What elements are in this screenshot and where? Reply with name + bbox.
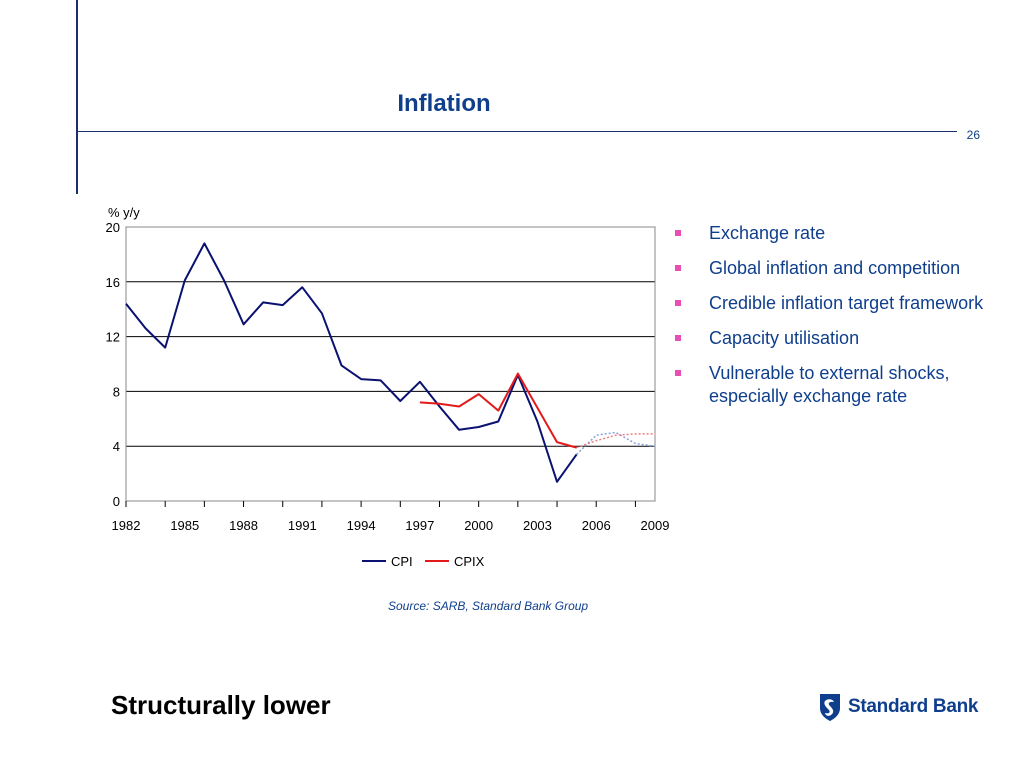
x-tick-label: 1991 [288, 518, 317, 533]
x-tick-label: 2003 [523, 518, 552, 533]
x-tick-label: 1982 [112, 518, 141, 533]
bullet-square-icon [675, 370, 681, 376]
x-tick-label: 1997 [405, 518, 434, 533]
inflation-chart: 0 4 8 12 16 20% y/y 1982 1985 1988 1991 1994 1997 20… [106, 205, 670, 569]
bullet-square-icon [675, 335, 681, 341]
y-tick-label: 8 [113, 384, 120, 399]
y-tick-label: 4 [113, 439, 120, 454]
page-number: 26 [966, 128, 980, 142]
bullet-square-icon [675, 230, 681, 236]
series-line [576, 431, 656, 455]
y-tick-label: 12 [106, 330, 120, 345]
source-note: Source: SARB, Standard Bank Group [388, 599, 589, 613]
x-tick-label: 1994 [347, 518, 376, 533]
logo-text: Standard Bank [848, 696, 979, 717]
x-tick-label: 2006 [582, 518, 611, 533]
bullet-square-icon [675, 265, 681, 271]
series-line [419, 372, 577, 449]
legend-label: CPI [391, 554, 413, 569]
legend-label: CPIX [454, 554, 485, 569]
shield-icon [820, 694, 840, 721]
y-tick-label: 0 [113, 494, 120, 509]
x-tick-label: 1988 [229, 518, 258, 533]
bullet-item: Capacity utilisation [672, 327, 1017, 350]
decor-vertical-line [76, 0, 78, 194]
y-axis-label: % y/y [108, 205, 140, 220]
series-line [576, 433, 655, 449]
x-tick-label: 2000 [464, 518, 493, 533]
bullet-square-icon [675, 300, 681, 306]
x-tick-label: 2009 [641, 518, 670, 533]
x-tick-label: 1985 [170, 518, 199, 533]
plot-area [125, 226, 656, 502]
bullet-item: Credible inflation target framework [672, 292, 1017, 315]
tagline: Structurally lower [111, 690, 331, 720]
bullet-list: Exchange rate Global inflation and compe… [672, 222, 1017, 420]
series-line [125, 242, 578, 483]
bullet-item: Exchange rate [672, 222, 1017, 245]
slide-title: Inflation [397, 90, 491, 117]
decor-horizontal-line [76, 131, 957, 132]
y-tick-label: 20 [106, 220, 120, 235]
standard-bank-logo: Standard Bank [818, 690, 978, 724]
bullet-item: Vulnerable to external shocks, especiall… [672, 362, 1017, 408]
bullet-item: Global inflation and competition [672, 257, 1017, 280]
y-tick-label: 16 [106, 275, 120, 290]
